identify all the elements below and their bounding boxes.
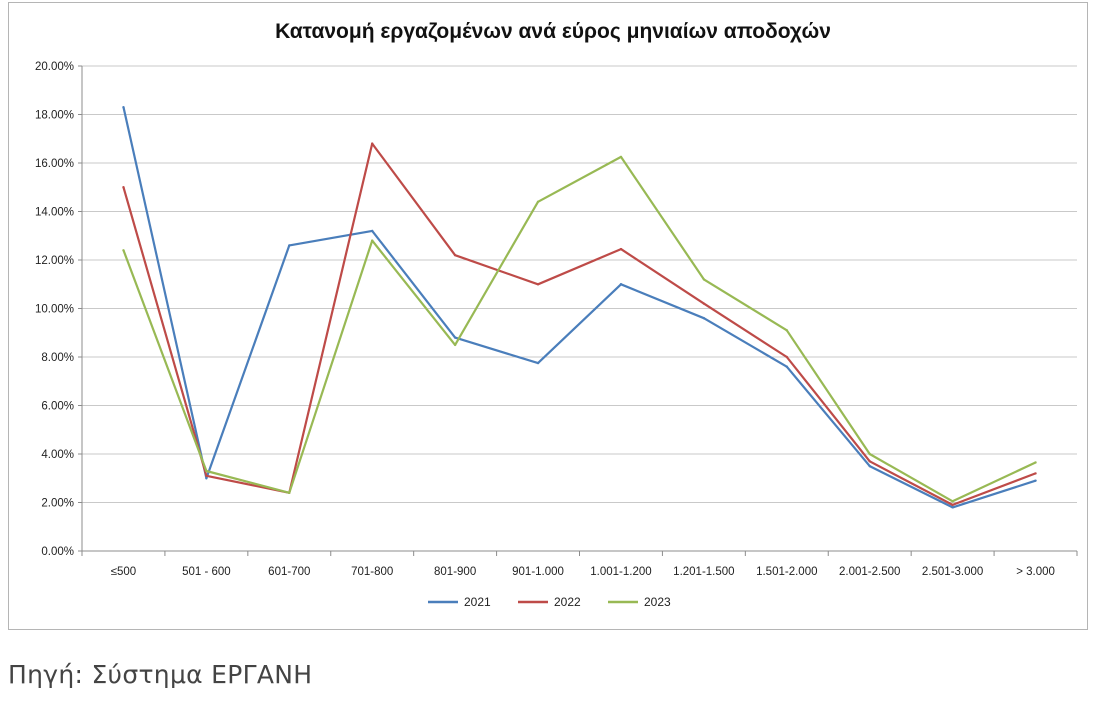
legend-label-2023: 2023 [644, 595, 671, 609]
data-point-2023 [1034, 461, 1037, 464]
x-tick-label: 1.501-2.000 [756, 566, 817, 578]
x-tick-label: > 3.000 [1016, 566, 1055, 578]
data-point-2023 [288, 491, 291, 494]
data-point-2023 [371, 239, 374, 242]
data-point-2022 [205, 474, 208, 478]
data-point-2022 [453, 253, 457, 257]
data-point-2021 [868, 464, 871, 468]
x-tick-label: ≤500 [111, 566, 137, 578]
y-tick-label: 6.00% [41, 401, 74, 413]
data-point-2022 [619, 247, 623, 251]
axes [78, 65, 1078, 556]
x-tick-label: 601-700 [268, 566, 310, 578]
series-line-2023 [122, 155, 1036, 503]
x-tick-label: 801-900 [434, 566, 476, 578]
data-point-2023 [122, 249, 125, 252]
gridlines [82, 65, 1077, 503]
data-point-2023 [702, 278, 706, 281]
x-tick-label: 2.001-2.500 [839, 566, 900, 578]
x-tick-label: 1.201-1.500 [673, 566, 734, 578]
x-tick-label: 2.501-3.000 [922, 566, 983, 578]
x-tick-label: 501 - 600 [182, 566, 231, 578]
y-tick-label: 2.00% [41, 498, 74, 510]
x-tick-label: 901-1.000 [512, 566, 564, 578]
x-tick-label: 701-800 [351, 566, 393, 578]
series-line-2021 [122, 106, 1036, 509]
legend: 2021 2022 2023 [428, 595, 671, 609]
y-tick-label: 8.00% [41, 352, 74, 364]
y-tick-label: 4.00% [41, 449, 74, 461]
series-lines [122, 106, 1037, 509]
x-tick-label: 1.001-1.200 [590, 566, 651, 578]
legend-label-2021: 2021 [464, 595, 491, 609]
data-point-2023 [536, 200, 540, 203]
data-point-2023 [205, 469, 208, 473]
data-point-2021 [951, 506, 954, 509]
data-point-2022 [702, 302, 706, 305]
data-point-2022 [1034, 472, 1037, 475]
y-tick-label: 20.00% [35, 61, 74, 73]
data-point-2021 [371, 229, 374, 233]
data-point-2023 [619, 155, 623, 159]
data-point-2023 [453, 343, 457, 347]
data-point-2021 [536, 361, 540, 365]
data-point-2021 [785, 365, 788, 368]
line-chart: Κατανομή εργαζομένων ανά εύρος μηνιαίων … [35, 20, 1078, 609]
data-point-2022 [536, 283, 540, 286]
legend-label-2022: 2022 [554, 595, 581, 609]
data-point-2022 [868, 460, 871, 463]
source-caption: Πηγή: Σύστημα ΕΡΓΑΝΗ [8, 660, 313, 689]
data-point-2021 [1034, 479, 1037, 482]
y-tick-label: 16.00% [35, 158, 74, 170]
data-point-2023 [785, 329, 788, 332]
data-point-2021 [122, 106, 125, 109]
data-point-2021 [453, 336, 457, 339]
data-point-2021 [205, 477, 208, 480]
data-point-2021 [702, 317, 706, 320]
y-tick-label: 10.00% [35, 304, 74, 316]
chart-frame: Κατανομή εργαζομένων ανά εύρος μηνιαίων … [8, 2, 1088, 630]
y-tick-label: 18.00% [35, 110, 74, 122]
data-point-2022 [122, 186, 125, 189]
data-point-2023 [868, 452, 871, 456]
y-tick-label: 14.00% [35, 207, 74, 219]
chart-title: Κατανομή εργαζομένων ανά εύρος μηνιαίων … [275, 20, 831, 43]
data-point-2022 [371, 142, 374, 145]
y-axis-tick-labels: 0.00% 2.00% 4.00% 6.00% 8.00% 10.00% 12.00% 14.… [35, 61, 74, 558]
data-point-2021 [288, 244, 291, 247]
data-point-2022 [951, 503, 954, 507]
data-point-2021 [619, 283, 623, 286]
x-axis-tick-labels: ≤500 501 - 600 601-700 701-800 801-900 901-1.… [111, 566, 1055, 578]
data-point-2022 [785, 355, 788, 359]
y-tick-label: 12.00% [35, 255, 74, 267]
data-point-2023 [951, 500, 954, 503]
y-tick-label: 0.00% [41, 546, 74, 558]
